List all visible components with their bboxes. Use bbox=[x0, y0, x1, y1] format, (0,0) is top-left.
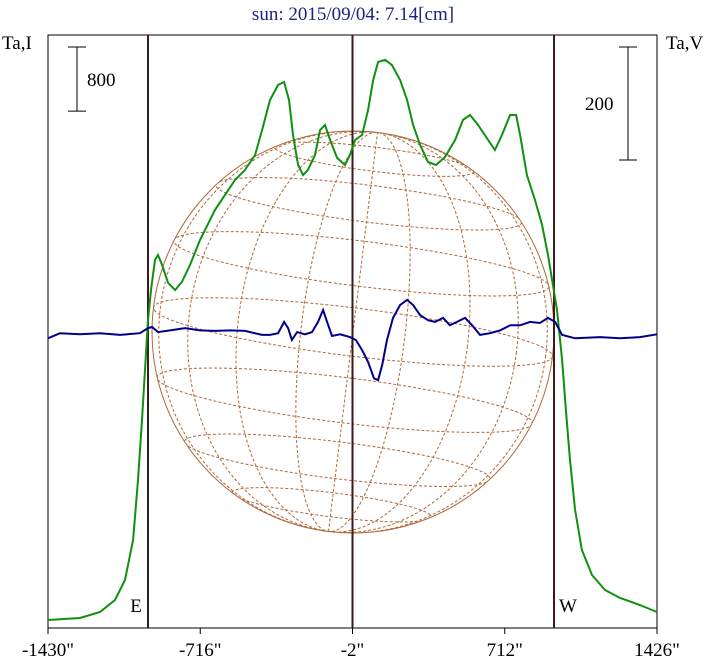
x-tick-label: -2" bbox=[341, 640, 365, 661]
limb-label: E bbox=[130, 596, 142, 617]
parallel bbox=[273, 141, 475, 177]
x-tick-label: -716" bbox=[179, 640, 222, 661]
parallel bbox=[183, 433, 491, 487]
y2-axis-label: Ta,V bbox=[666, 33, 703, 54]
chart-title: sun: 2015/09/04: 7.14[cm] bbox=[252, 4, 454, 25]
x-tick-label: 712" bbox=[487, 640, 523, 661]
parallel bbox=[173, 231, 550, 297]
x-tick-label: 1426" bbox=[634, 640, 680, 661]
parallel bbox=[231, 487, 433, 523]
parallel bbox=[156, 367, 533, 433]
scale-bar-label: 800 bbox=[87, 70, 116, 91]
parallel bbox=[215, 177, 523, 231]
x-tick-label: -1430" bbox=[22, 640, 74, 661]
series-line bbox=[47, 58, 658, 621]
y-axis-label: Ta,I bbox=[2, 33, 32, 54]
scale-bar-label: 200 bbox=[585, 94, 614, 115]
sun-disk bbox=[151, 121, 555, 539]
series-line bbox=[47, 298, 658, 382]
limb-label: W bbox=[559, 596, 577, 617]
parallel bbox=[152, 297, 554, 367]
